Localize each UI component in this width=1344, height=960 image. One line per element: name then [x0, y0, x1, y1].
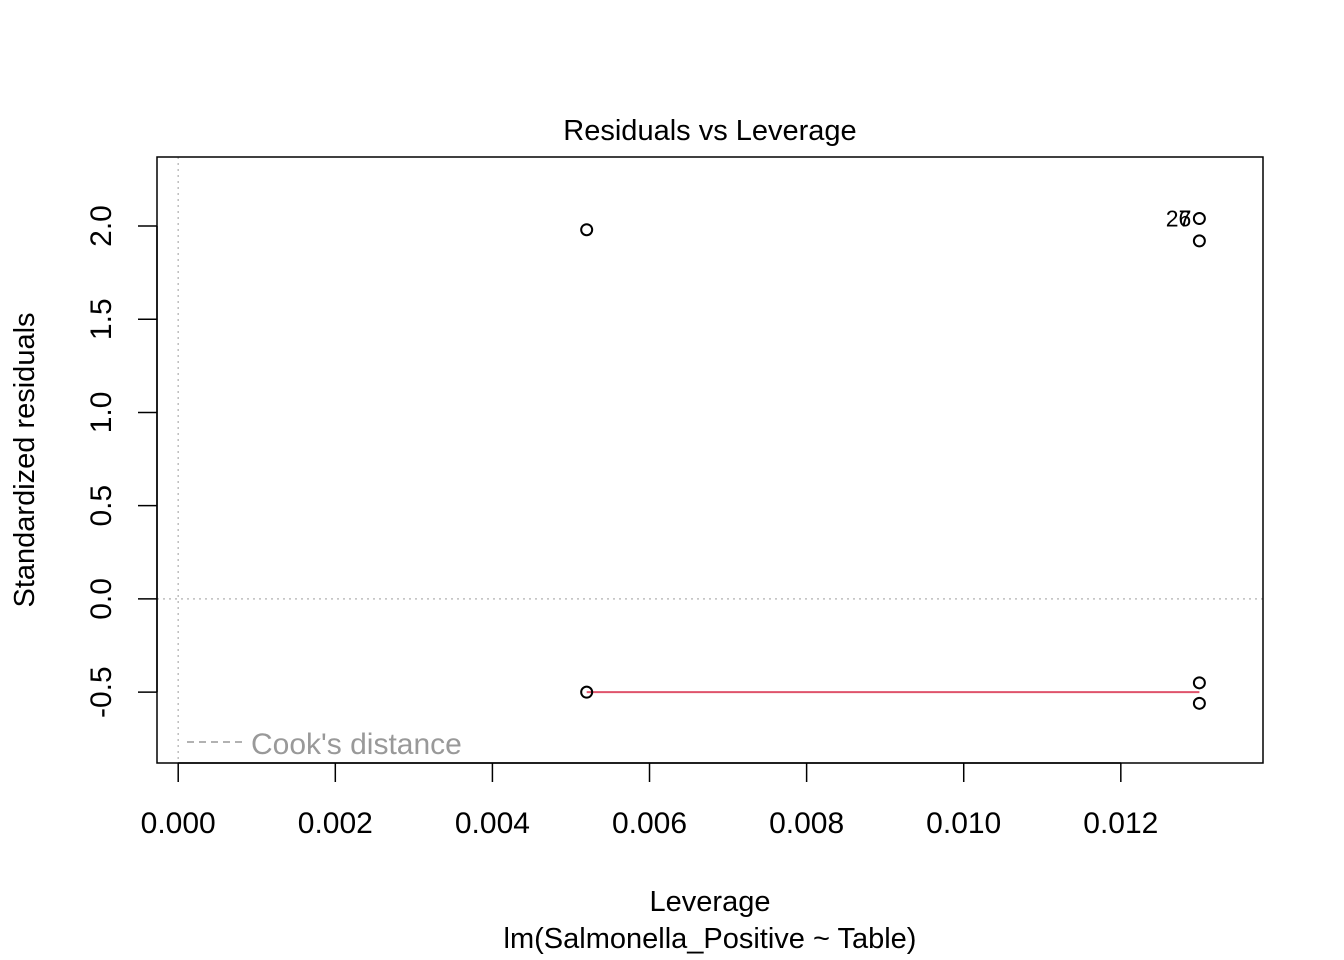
chart-subtitle: lm(Salmonella_Positive ~ Table) [504, 923, 917, 955]
x-tick-label: 0.006 [612, 807, 687, 840]
y-axis: -0.5 0.0 0.5 1.0 1.5 2.0 [85, 205, 158, 718]
points-group [580, 212, 1206, 710]
data-point [580, 223, 594, 237]
x-tick-label: 0.008 [769, 807, 844, 840]
y-axis-label: Standardized residuals [9, 312, 41, 607]
x-axis-label: Leverage [650, 886, 771, 918]
data-point [1192, 696, 1206, 710]
legend-cooks-distance-label: Cook's distance [251, 728, 462, 761]
point-label: 26 [1166, 206, 1192, 232]
x-tick-label: 0.012 [1083, 807, 1158, 840]
data-point [580, 685, 594, 699]
y-tick-label: -0.5 [85, 666, 118, 718]
chart-title: Residuals vs Leverage [563, 115, 856, 147]
x-tick-label: 0.002 [298, 807, 373, 840]
data-point [1192, 676, 1206, 690]
y-tick-label: 2.0 [85, 205, 118, 247]
data-point [1192, 212, 1206, 226]
x-tick-label: 0.004 [455, 807, 530, 840]
y-tick-label: 0.5 [85, 485, 118, 527]
data-point [1192, 234, 1206, 248]
x-axis: 0.000 0.002 0.004 0.006 0.008 0.010 0.012 [141, 762, 1158, 840]
legend: Cook's distance [187, 728, 462, 761]
point-label: 7 [1179, 206, 1192, 232]
x-tick-label: 0.000 [141, 807, 216, 840]
y-tick-label: 1.5 [85, 298, 118, 340]
x-tick-label: 0.010 [926, 807, 1001, 840]
y-tick-label: 0.0 [85, 578, 118, 620]
point-labels-group: 267 [1166, 206, 1192, 232]
reference-lines [157, 157, 1263, 763]
y-tick-label: 1.0 [85, 392, 118, 434]
